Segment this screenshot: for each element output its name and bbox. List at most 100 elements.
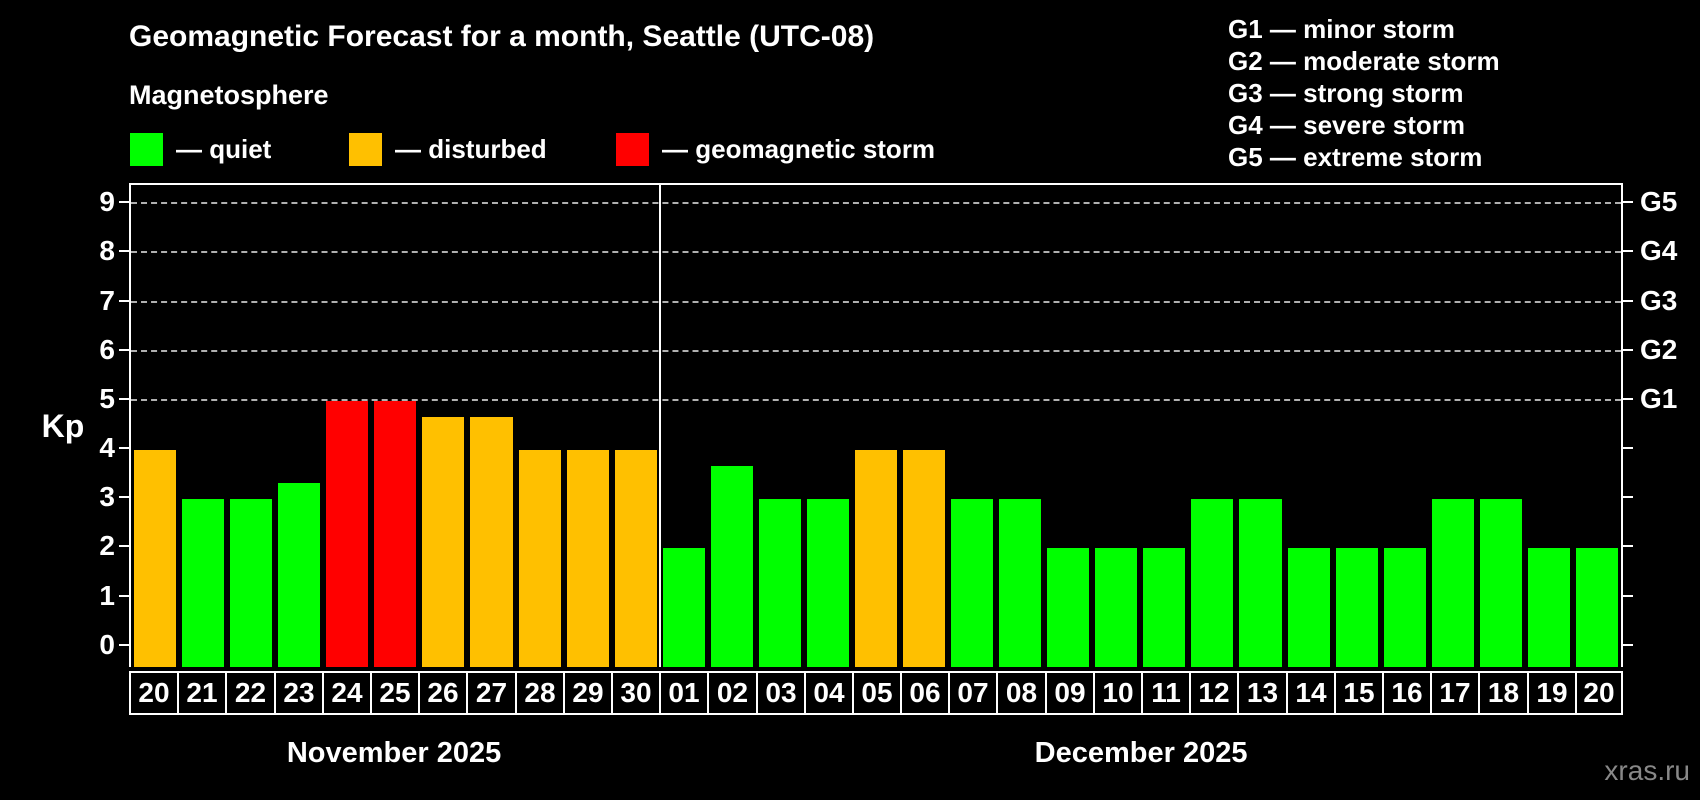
gridline-g3 <box>131 300 1621 303</box>
date-cell: 23 <box>274 671 324 715</box>
right-axis-tick <box>1623 201 1633 204</box>
right-axis-tick <box>1623 397 1633 400</box>
right-axis-tick <box>1623 643 1633 646</box>
date-cell: 15 <box>1334 671 1384 715</box>
y-tick-label: 3 <box>99 481 115 513</box>
g-level-label: G5 <box>1640 186 1678 218</box>
kp-bar <box>903 450 946 667</box>
date-cell: 02 <box>707 671 758 715</box>
kp-bar <box>1527 548 1570 667</box>
y-tick-label: 9 <box>99 186 115 218</box>
y-axis-tick <box>119 594 129 597</box>
date-cell: 22 <box>225 671 276 715</box>
date-cell: 17 <box>1430 671 1480 715</box>
y-axis-tick <box>119 643 129 646</box>
kp-bar <box>422 417 465 667</box>
right-axis-tick <box>1623 250 1633 253</box>
y-tick-label: 7 <box>99 284 115 316</box>
legend-item-storm: — geomagnetic storm <box>616 132 935 166</box>
y-tick-label: 2 <box>99 530 115 562</box>
storm-color-swatch <box>616 132 649 166</box>
g-scale-legend-line: G2 — moderate storm <box>1228 46 1500 76</box>
kp-bar <box>326 400 369 667</box>
kp-bar <box>278 483 321 667</box>
kp-bar <box>374 400 417 667</box>
y-tick-label: 1 <box>99 579 115 611</box>
kp-bar <box>1335 548 1378 667</box>
gridline-g2 <box>131 349 1621 352</box>
right-axis-tick <box>1623 348 1633 351</box>
right-axis-tick <box>1623 594 1633 597</box>
kp-bar <box>854 450 898 667</box>
g-scale-legend-line: G5 — extreme storm <box>1228 142 1483 172</box>
y-tick-label: 6 <box>99 333 115 365</box>
kp-bar <box>566 450 609 667</box>
right-axis-tick <box>1623 545 1633 548</box>
date-cell: 20 <box>1575 671 1623 715</box>
y-axis-tick <box>119 447 129 450</box>
date-cell: 24 <box>322 671 372 715</box>
kp-bar <box>1431 499 1474 667</box>
kp-bar <box>1383 548 1426 667</box>
date-cell: 11 <box>1141 671 1191 715</box>
date-cell: 19 <box>1527 671 1577 715</box>
date-cell: 06 <box>900 671 950 715</box>
g-scale-legend-line: G4 — severe storm <box>1228 110 1466 140</box>
date-cell: 28 <box>515 671 565 715</box>
disturbed-color-swatch <box>349 132 382 166</box>
y-axis-tick <box>119 250 129 253</box>
date-cell: 25 <box>370 671 420 715</box>
kp-bar <box>710 466 753 667</box>
kp-bar <box>1287 548 1330 667</box>
date-cell: 08 <box>996 671 1047 715</box>
y-axis-tick <box>119 545 129 548</box>
y-axis-label: Kp <box>41 408 85 444</box>
kp-bar <box>470 417 513 667</box>
month-label-november: November 2025 <box>286 737 502 769</box>
quiet-color-swatch <box>130 132 163 166</box>
kp-bar <box>1143 548 1186 667</box>
y-tick-label: 5 <box>99 382 115 414</box>
kp-bar <box>230 499 273 667</box>
date-cell: 20 <box>129 671 179 715</box>
kp-bar <box>182 499 225 667</box>
kp-bar <box>518 450 561 667</box>
g-level-label: G3 <box>1640 284 1678 316</box>
y-tick-label: 4 <box>99 432 115 464</box>
month-label-december: December 2025 <box>1034 737 1248 769</box>
status-legend: — quiet — disturbed — geomagnetic storm <box>0 132 1100 166</box>
legend-label-quiet: — quiet <box>176 133 272 164</box>
date-cell: 21 <box>177 671 227 715</box>
g-level-label: G4 <box>1640 235 1678 267</box>
kp-bar <box>134 450 177 667</box>
date-cell: 12 <box>1189 671 1239 715</box>
legend-item-quiet: — quiet <box>130 132 271 166</box>
kp-bar <box>758 499 801 667</box>
date-cell: 10 <box>1093 671 1143 715</box>
date-cell: 29 <box>563 671 613 715</box>
y-axis-tick <box>119 201 129 204</box>
date-cell: 13 <box>1237 671 1288 715</box>
y-tick-label: 0 <box>99 628 115 660</box>
y-axis-tick <box>119 299 129 302</box>
kp-bar <box>1479 499 1522 667</box>
right-axis-tick <box>1623 496 1633 499</box>
watermark: xras.ru <box>1604 755 1690 786</box>
date-cell: 26 <box>418 671 468 715</box>
month-divider-line <box>658 185 661 667</box>
date-cell: 27 <box>466 671 517 715</box>
date-cell: 07 <box>948 671 998 715</box>
date-cell: 01 <box>659 671 709 715</box>
date-axis: 20 21 22 23 24 25 26 27 28 29 30 01 02 03 04 05 06 07 08 09… <box>129 671 1623 715</box>
legend-label-storm: — geomagnetic storm <box>662 133 936 164</box>
date-cell: 03 <box>756 671 806 715</box>
g-scale-legend: G1 — minor storm G2 — moderate storm G3 — … <box>1228 13 1500 173</box>
y-tick-label: 8 <box>99 235 115 267</box>
right-axis-tick <box>1623 299 1633 302</box>
kp-bar <box>1191 499 1234 667</box>
right-axis-tick <box>1623 447 1633 450</box>
date-cell: 04 <box>804 671 854 715</box>
g-level-label: G2 <box>1640 333 1678 365</box>
legend-label-disturbed: — disturbed <box>395 133 547 164</box>
